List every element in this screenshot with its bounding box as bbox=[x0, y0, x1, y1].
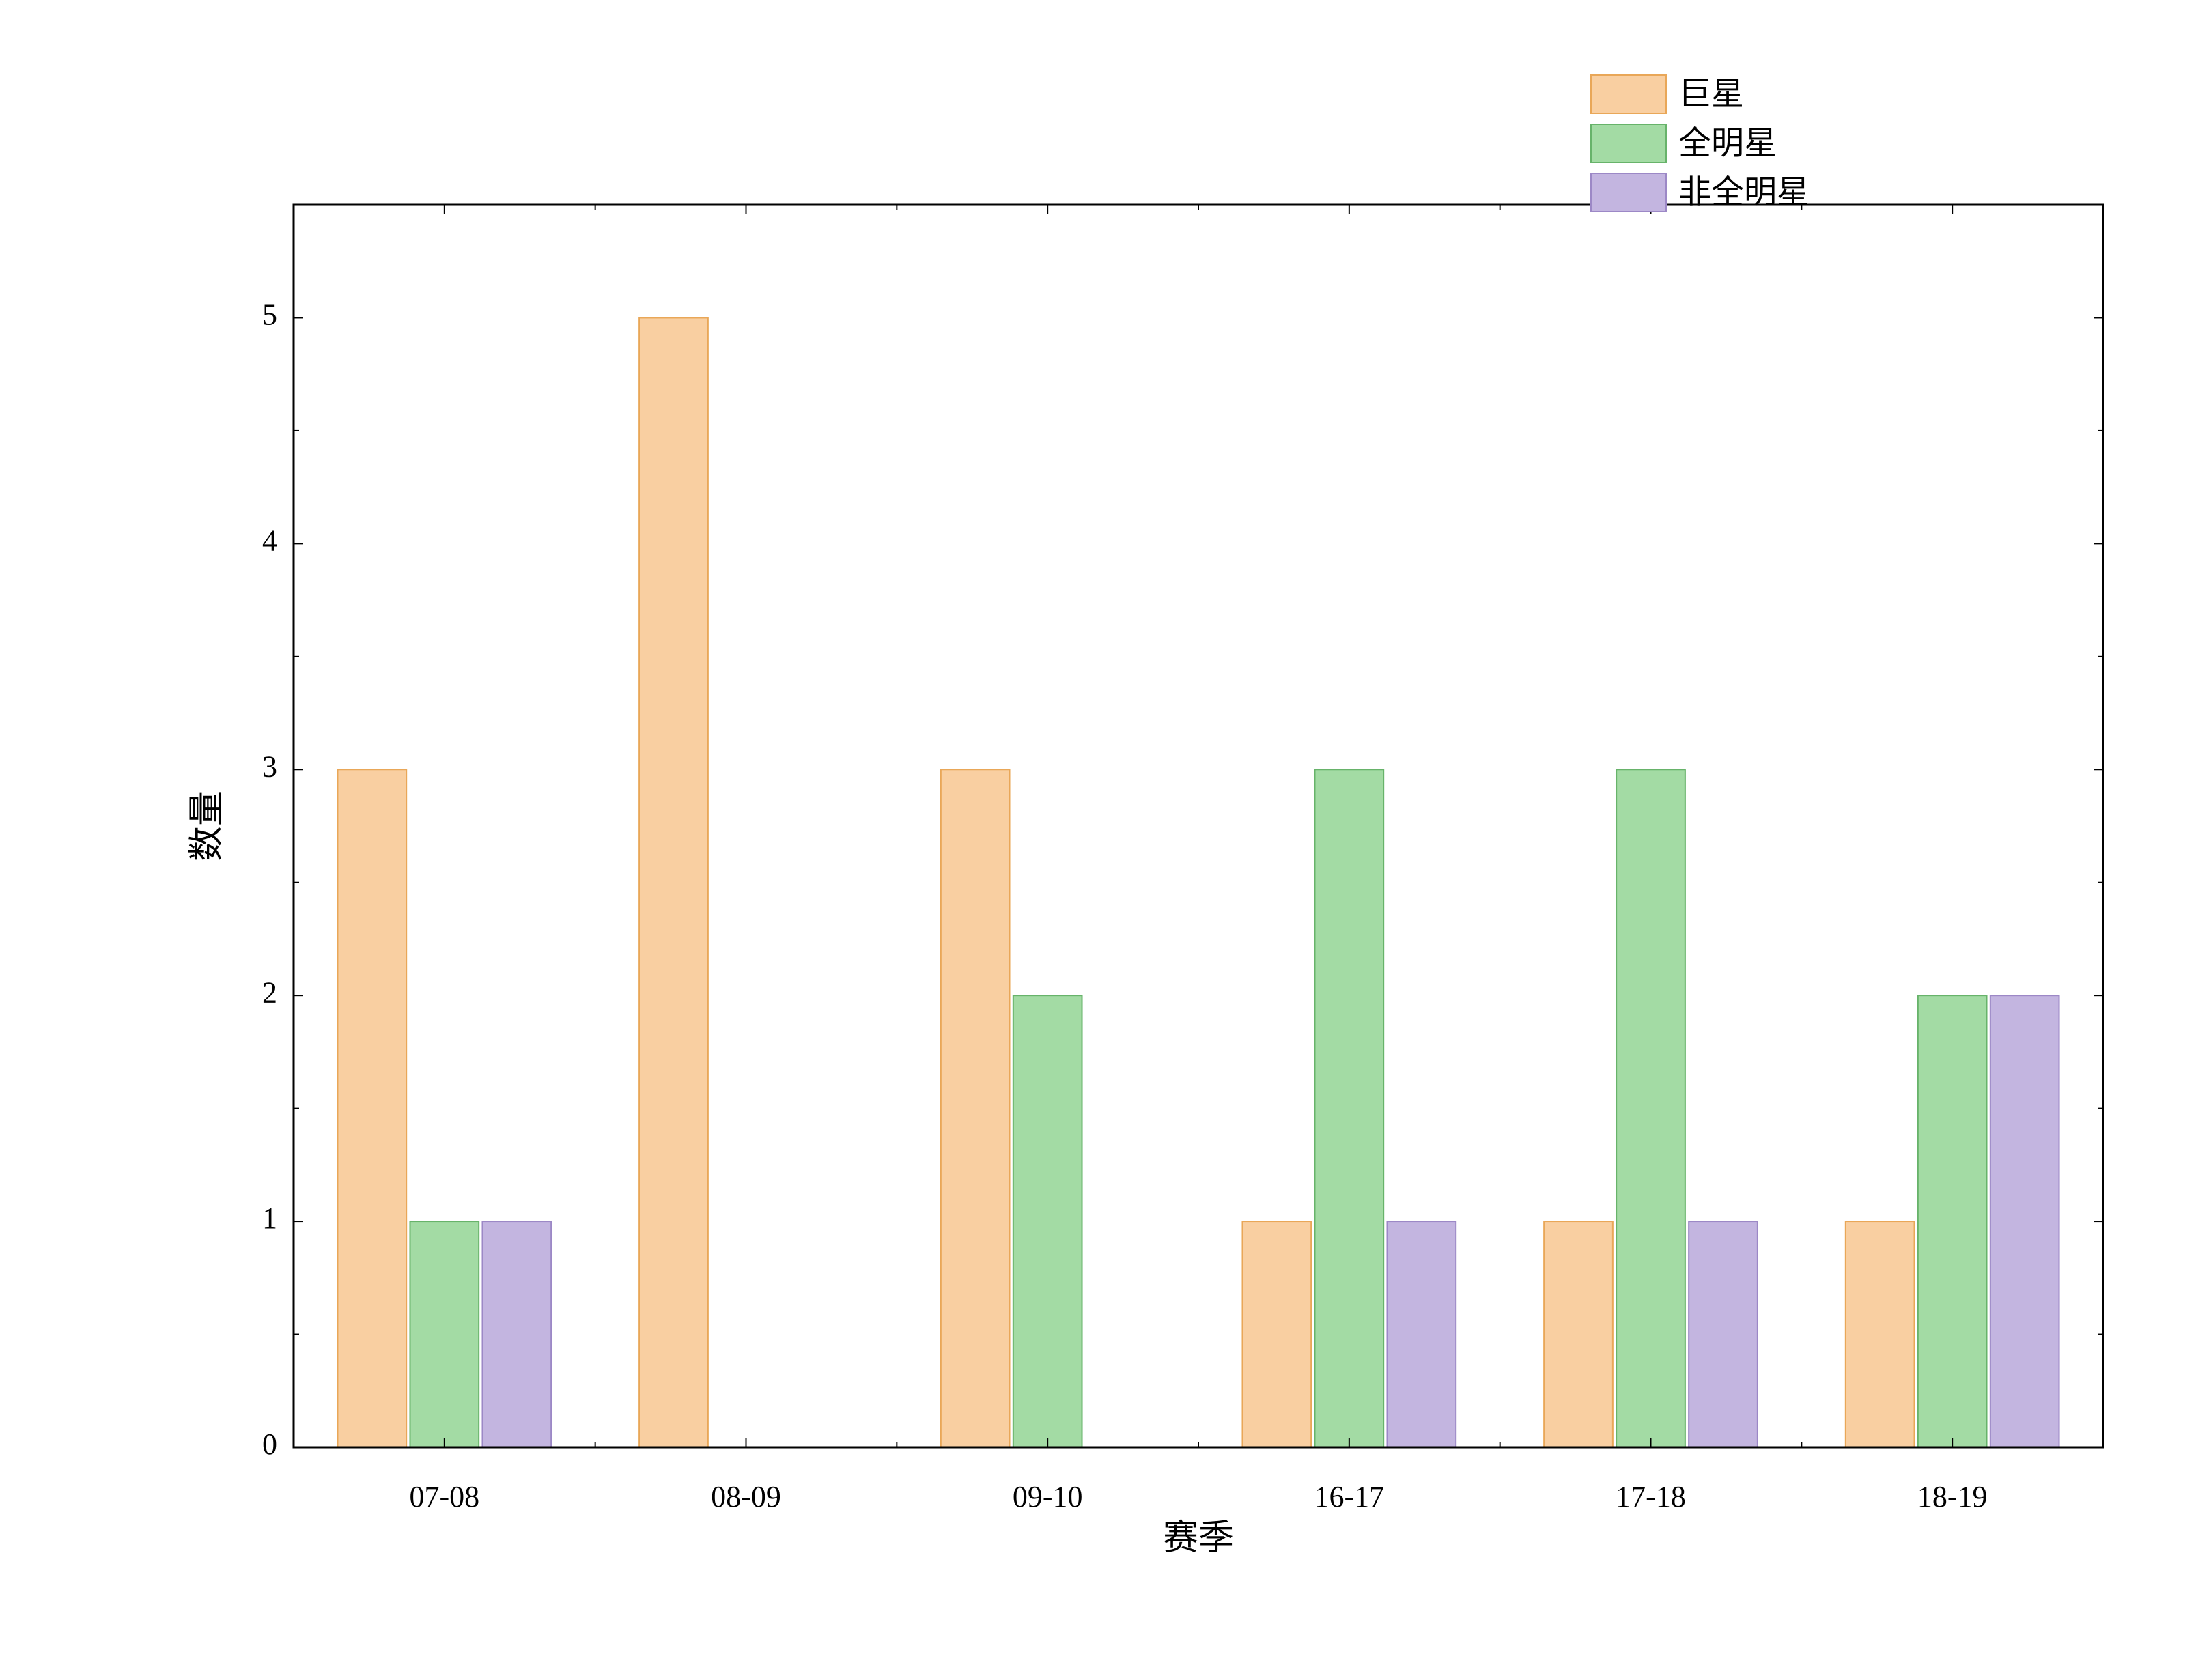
y-tick-label: 1 bbox=[262, 1201, 277, 1235]
bar bbox=[1616, 769, 1685, 1447]
legend-label: 巨星 bbox=[1678, 76, 1744, 113]
bar-chart: 0 1 2 3 4 5 07-08 08-09 09-10 16-17 17-18 18-19 赛季 数量… bbox=[0, 0, 2196, 1680]
bar bbox=[639, 317, 708, 1447]
x-tick-label: 16-17 bbox=[1314, 1480, 1385, 1513]
bar bbox=[1846, 1221, 1915, 1447]
y-axis-label: 数量 bbox=[188, 791, 227, 862]
y-tick-label: 0 bbox=[262, 1427, 277, 1461]
bar bbox=[1314, 769, 1383, 1447]
bar bbox=[1689, 1221, 1758, 1447]
bar bbox=[482, 1221, 551, 1447]
y-tick-label: 3 bbox=[262, 750, 277, 783]
x-tick-label: 09-10 bbox=[1013, 1480, 1083, 1513]
x-tick-label: 17-18 bbox=[1616, 1480, 1686, 1513]
x-axis-label: 赛季 bbox=[1163, 1519, 1234, 1558]
bar bbox=[941, 769, 1010, 1447]
x-tick-label: 18-19 bbox=[1917, 1480, 1988, 1513]
y-tick-label: 2 bbox=[262, 976, 277, 1009]
bar bbox=[1544, 1221, 1613, 1447]
y-tick-label: 5 bbox=[262, 298, 277, 332]
bar bbox=[1242, 1221, 1311, 1447]
bar bbox=[1918, 995, 1987, 1447]
bar bbox=[1013, 995, 1082, 1447]
y-tick-label: 4 bbox=[262, 524, 277, 557]
bar bbox=[410, 1221, 479, 1447]
x-tick-label: 08-09 bbox=[711, 1480, 781, 1513]
legend-swatch bbox=[1591, 124, 1666, 162]
bar bbox=[1990, 995, 2059, 1447]
legend-label: 全明星 bbox=[1678, 126, 1777, 162]
x-tick-label: 07-08 bbox=[410, 1480, 480, 1513]
legend-swatch bbox=[1591, 173, 1666, 212]
bar bbox=[1387, 1221, 1456, 1447]
bar bbox=[337, 769, 406, 1447]
legend-swatch bbox=[1591, 75, 1666, 113]
chart-container: 0 1 2 3 4 5 07-08 08-09 09-10 16-17 17-18 18-19 赛季 数量… bbox=[0, 0, 2196, 1680]
legend-label: 非全明星 bbox=[1678, 175, 1810, 211]
